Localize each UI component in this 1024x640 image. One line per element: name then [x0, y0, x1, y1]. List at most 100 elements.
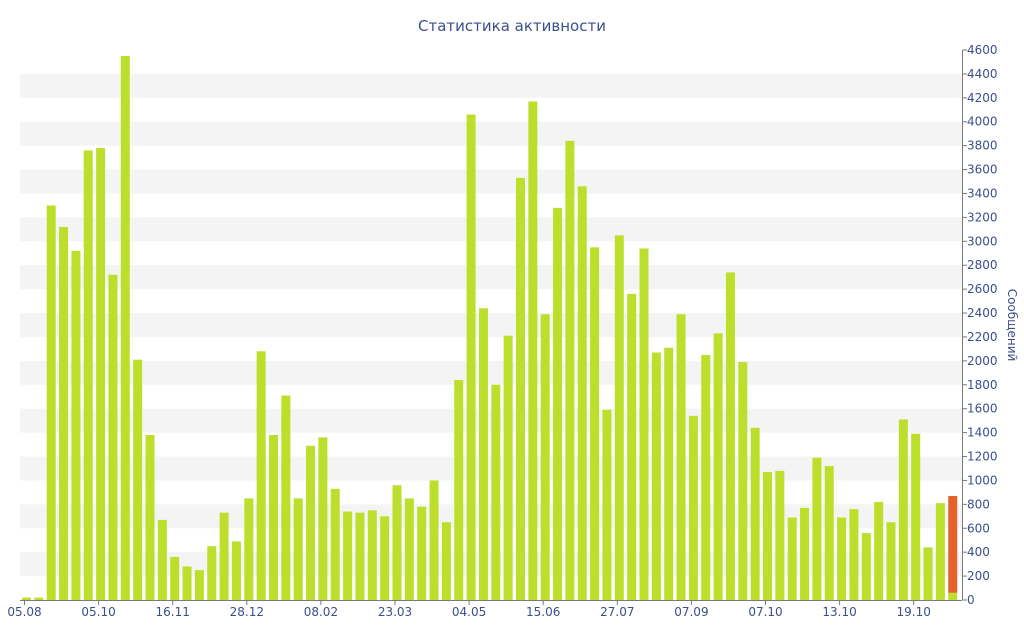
bar	[528, 101, 538, 600]
bar	[120, 55, 130, 601]
bar	[466, 114, 476, 600]
y-tick-label: 4000	[967, 115, 998, 129]
y-tick-label: 4200	[967, 91, 998, 105]
x-tick-label: 07.09	[674, 605, 708, 619]
y-tick-label: 2200	[967, 330, 998, 344]
bar	[293, 498, 303, 600]
grid-band	[20, 73, 962, 98]
bar	[454, 380, 464, 600]
bar	[565, 140, 575, 600]
bar	[318, 437, 328, 600]
x-tick-label: 23.03	[378, 605, 412, 619]
x-tick-label: 15.06	[526, 605, 560, 619]
bar	[343, 511, 353, 600]
bar	[503, 335, 513, 600]
grid-band	[20, 169, 962, 194]
x-tick-label: 19.10	[897, 605, 931, 619]
x-tick-label: 04.05	[452, 605, 486, 619]
y-tick-label: 600	[967, 521, 990, 535]
y-tick-label: 1400	[967, 426, 998, 440]
bar	[590, 247, 600, 600]
bar	[108, 274, 118, 600]
x-tick-label: 13.10	[822, 605, 856, 619]
y-tick-label: 1200	[967, 450, 998, 464]
x-tick-label: 05.08	[7, 605, 41, 619]
chart-title: Статистика активности	[418, 17, 606, 35]
bar	[478, 308, 488, 600]
bar	[800, 507, 810, 600]
y-tick-label: 3800	[967, 139, 998, 153]
grid-bands	[20, 73, 962, 577]
y-tick-label: 2600	[967, 282, 998, 296]
bar	[516, 177, 525, 600]
bar	[701, 354, 711, 600]
grid-band	[20, 360, 962, 385]
grid-band	[20, 121, 962, 146]
bar	[182, 566, 192, 600]
x-tick-label: 05.10	[81, 605, 115, 619]
y-axis-label: Сообщений	[1005, 289, 1019, 362]
y-tick-label: 2000	[967, 354, 998, 368]
bar	[256, 351, 266, 600]
bar	[639, 248, 649, 601]
bar	[194, 570, 204, 600]
x-tick-label: 28.12	[230, 605, 264, 619]
bar	[553, 207, 563, 600]
y-tick-label: 3400	[967, 186, 998, 200]
bar	[441, 522, 451, 600]
x-tick-label: 27.07	[600, 605, 634, 619]
bar	[367, 510, 377, 600]
y-tick-label: 4400	[967, 67, 998, 81]
bar	[429, 480, 439, 600]
bar	[898, 419, 908, 600]
bar	[219, 512, 229, 600]
y-tick-label: 400	[967, 545, 990, 559]
bar	[911, 433, 921, 600]
bar	[577, 186, 587, 601]
bar	[380, 516, 390, 600]
bar	[688, 415, 698, 600]
bar	[713, 333, 723, 600]
bar	[157, 519, 167, 600]
y-tick-label: 3200	[967, 210, 998, 224]
bar	[602, 409, 612, 600]
y-tick-label: 1600	[967, 402, 998, 416]
bar	[837, 517, 847, 600]
bar	[231, 541, 241, 600]
bar	[886, 522, 896, 600]
grid-band	[20, 313, 962, 337]
y-tick-label: 1000	[967, 473, 998, 487]
x-tick-label: 07.10	[748, 605, 782, 619]
x-tick-label: 16.11	[156, 605, 190, 619]
axes-group: 0 200 400 600 800 1000 1200 1400 1600 1800 2000 220…	[7, 43, 997, 619]
y-tick-label: 800	[967, 497, 990, 511]
y-tick-label: 1800	[967, 378, 998, 392]
y-tick-label: 2800	[967, 258, 998, 272]
bar	[417, 506, 427, 600]
bar	[725, 272, 735, 600]
bar	[71, 250, 81, 600]
bars-group	[22, 55, 958, 601]
bar	[170, 556, 180, 600]
y-tick-label: 3600	[967, 163, 998, 177]
bar	[133, 359, 143, 600]
bar-highlight	[948, 495, 958, 593]
bar	[540, 314, 550, 600]
bar	[355, 512, 365, 600]
y-tick-label: 3000	[967, 234, 998, 248]
bar	[269, 435, 278, 600]
bar	[861, 533, 871, 600]
bar	[145, 435, 155, 600]
bar	[750, 427, 760, 600]
bar	[763, 472, 772, 600]
bar	[392, 485, 402, 600]
bar	[738, 362, 748, 600]
grid-band	[20, 265, 962, 290]
bar	[207, 546, 217, 600]
bar	[676, 314, 686, 600]
bar	[59, 226, 69, 600]
y-tick-label: 200	[967, 569, 990, 583]
bar	[244, 498, 254, 600]
